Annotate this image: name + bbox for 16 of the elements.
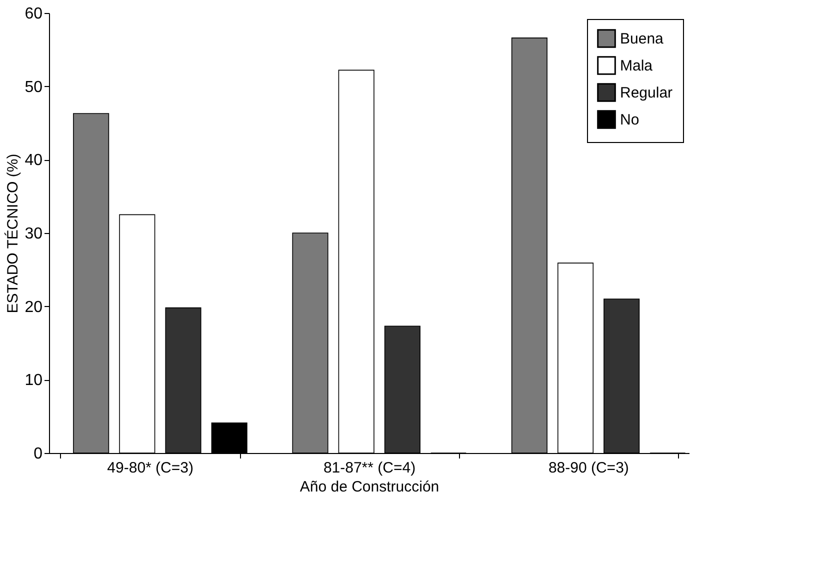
x-axis-title: Año de Construcción: [300, 478, 440, 496]
y-tick-label: 20: [24, 298, 43, 316]
y-tick-label: 30: [24, 226, 43, 242]
x-tick-label: 81-87** (C=4): [323, 460, 416, 476]
y-tick-label: 10: [24, 372, 43, 390]
y-tick-label: 50: [24, 78, 43, 96]
x-tick-label: 88-90 (C=3): [548, 460, 629, 476]
y-tick-label: 0: [34, 446, 43, 462]
legend-label: No: [620, 112, 640, 128]
x-tick-label: 49-80* (C=3): [107, 460, 194, 476]
y-tick-label: 60: [24, 6, 43, 22]
legend-label: Mala: [620, 58, 654, 74]
y-tick-label: 40: [24, 152, 43, 170]
legend-label: Buena: [620, 30, 664, 48]
y-axis-title: ESTADO TÉCNICO (%): [4, 154, 22, 314]
legend-label: Regular: [620, 84, 673, 102]
